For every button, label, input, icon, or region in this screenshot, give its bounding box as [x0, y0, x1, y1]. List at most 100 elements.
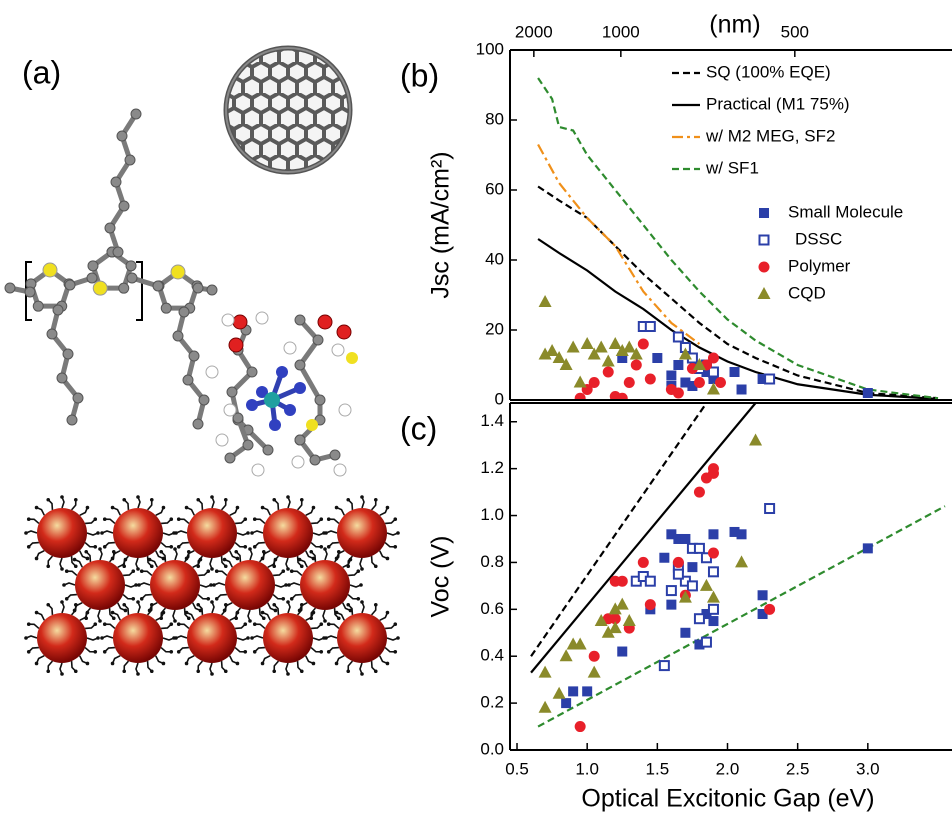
dye-ring-atom [312, 334, 324, 346]
nitrogen [284, 404, 296, 416]
y-tick-label: 0.8 [480, 552, 504, 571]
ligand-end [96, 636, 100, 640]
ligand-end [176, 649, 181, 654]
panel-label: (c) [400, 410, 437, 446]
ligand-end [84, 549, 89, 554]
marker-square [680, 627, 691, 638]
ligand-end [222, 557, 227, 562]
ligand-end [319, 544, 324, 549]
marker-square [708, 529, 719, 540]
ligand-end [24, 636, 28, 640]
marker-square [862, 388, 873, 398]
marker-circle [672, 556, 684, 568]
ligand-end [136, 600, 140, 604]
ligand-end [110, 610, 115, 615]
ligand-end [26, 544, 31, 549]
ligand-end [184, 505, 189, 510]
thiophene-atom [87, 260, 99, 272]
ligand-end [309, 616, 314, 621]
dye-ring-atom [262, 444, 274, 456]
ligand-end [174, 531, 178, 535]
ligand-end [73, 564, 78, 569]
nitrogen [294, 382, 306, 394]
plot-area [537, 77, 939, 400]
ligand-end [131, 569, 136, 574]
marker-square [666, 370, 677, 381]
y-tick-label: 0 [495, 389, 504, 408]
hydrogen [283, 341, 297, 355]
marker-triangle [587, 665, 601, 678]
line [530, 403, 708, 657]
ligand-end [334, 661, 339, 666]
ligand-end [286, 672, 290, 676]
ligand-end [243, 544, 248, 549]
panel-label: (b) [400, 57, 439, 93]
ruthenium [264, 392, 280, 408]
legend-marker [758, 234, 770, 246]
ligand-end [96, 531, 100, 535]
alkyl-atom [56, 372, 68, 384]
marker-triangle [538, 665, 552, 678]
hydrogen [205, 365, 219, 379]
ligand-end [336, 616, 341, 621]
ligand-end [243, 622, 248, 627]
ligand-end [336, 549, 341, 554]
ligand-end [360, 672, 364, 676]
marker-open-square [700, 636, 712, 648]
bond-atom [64, 279, 76, 291]
marker-square [701, 367, 712, 377]
ligand-end [284, 583, 288, 587]
marker-triangle [601, 625, 615, 638]
marker-circle [707, 547, 719, 559]
ligand-end [334, 505, 339, 510]
legend-marker [759, 208, 769, 218]
bond-atom [126, 272, 138, 284]
ligand-end [319, 649, 324, 654]
ligand-end [161, 661, 166, 666]
nitrogen [256, 386, 268, 398]
ligand-end [222, 608, 227, 613]
ligand-end [297, 557, 302, 562]
alkyl-atom [66, 414, 78, 426]
ligand-end [287, 583, 291, 587]
quantum-dot [263, 613, 313, 663]
ligand-end [235, 556, 240, 561]
marker-triangle [538, 295, 552, 307]
ligand-end [373, 669, 378, 674]
nitrogen [269, 419, 281, 431]
marker-square [757, 609, 768, 620]
marker-circle [609, 613, 621, 625]
ligand-end [324, 531, 328, 535]
ligand-end [356, 596, 361, 601]
marker-circle [693, 377, 705, 388]
line [530, 403, 757, 674]
ligand-end [98, 547, 102, 551]
quantum-dot [150, 560, 200, 610]
marker-triangle [608, 337, 622, 349]
marker-circle [672, 387, 684, 399]
ligand-end [248, 619, 252, 623]
marker-circle [602, 366, 614, 378]
line [537, 238, 939, 400]
marker-square [666, 529, 677, 540]
ligand-end [210, 600, 214, 604]
legend-label: DSSC [795, 229, 842, 248]
marker-triangle [678, 347, 692, 360]
ligand-end [60, 495, 64, 499]
alkyl-atom [124, 154, 136, 166]
y-axis-label: Jsc (mA/cm²) [427, 151, 455, 298]
ligand-end [260, 661, 265, 666]
ligand-end [272, 669, 277, 674]
marker-circle [707, 352, 719, 364]
marker-square [701, 609, 712, 620]
ligand-end [111, 549, 116, 554]
ligand-end [272, 602, 277, 607]
marker-triangle [692, 358, 706, 370]
ligand-end [281, 569, 286, 574]
ligand-end [323, 547, 327, 551]
ligand-end [198, 557, 203, 562]
marker-circle [714, 377, 726, 388]
quantum-dot [187, 508, 237, 558]
hydrogen [255, 311, 269, 325]
marker-circle [644, 599, 656, 611]
